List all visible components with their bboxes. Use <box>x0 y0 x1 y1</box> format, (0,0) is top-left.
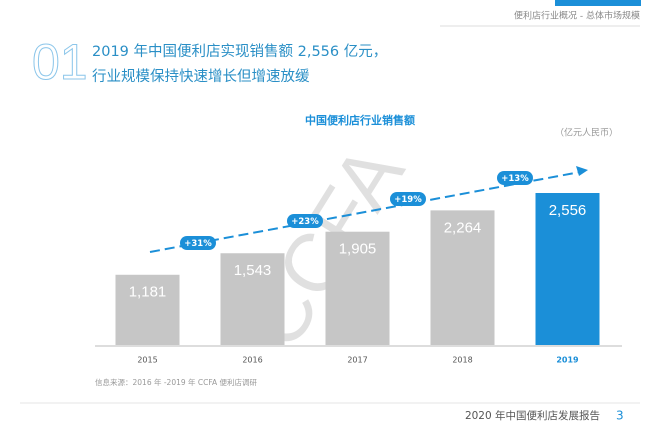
bar <box>115 274 180 345</box>
heading-line: 2019 年中国便利店实现销售额 2,556 亿元， <box>92 43 387 60</box>
footer: 2020 年中国便利店发展报告 <box>465 409 600 422</box>
value-label: 2,556 <box>549 202 587 219</box>
x-tick-label: 2016 <box>242 356 262 365</box>
growth-label: +23% <box>291 217 319 227</box>
growth-label: +31% <box>184 239 212 249</box>
value-label: 1,905 <box>339 241 377 258</box>
value-label: 1,543 <box>234 262 272 279</box>
bar <box>535 193 600 345</box>
page-number: 3 <box>616 409 624 423</box>
chart-title: 中国便利店行业销售额 <box>305 113 415 127</box>
heading-line: 行业规模保持快速增长但增速放缓 <box>92 68 310 85</box>
x-tick-label: 2015 <box>137 356 157 365</box>
arrow-head <box>576 166 588 176</box>
growth-badge <box>287 214 323 228</box>
section-number: 01 <box>32 34 88 90</box>
growth-badge <box>180 236 216 250</box>
growth-badge <box>390 192 426 206</box>
trend-arrow <box>149 171 581 253</box>
growth-badge <box>497 171 533 185</box>
header: 便利店行业概况 - 总体市场规模 <box>514 10 640 22</box>
bar <box>325 231 390 345</box>
bar <box>430 210 495 345</box>
value-label: 2,264 <box>444 219 482 236</box>
header-bar <box>555 0 641 6</box>
x-tick-label: 2018 <box>452 356 472 365</box>
growth-label: +13% <box>501 174 529 184</box>
growth-label: +19% <box>394 195 422 205</box>
x-tick-label: 2019 <box>556 356 579 365</box>
bar <box>220 253 285 345</box>
value-label: 1,181 <box>129 284 167 301</box>
x-tick-label: 2017 <box>347 356 367 365</box>
unit: （亿元人民币） <box>555 127 618 139</box>
source: 信息来源：2016 年 -2019 年 CCFA 便利店调研 <box>95 377 258 387</box>
